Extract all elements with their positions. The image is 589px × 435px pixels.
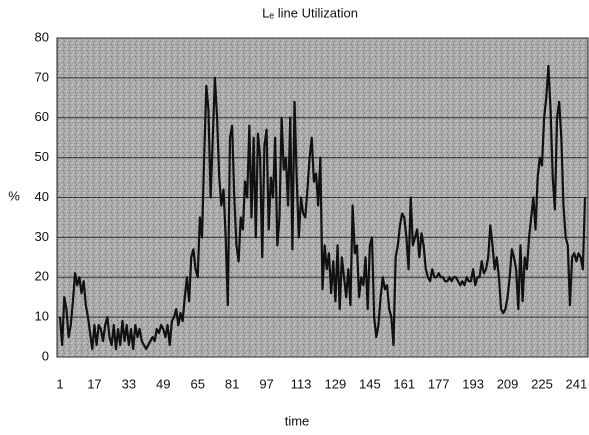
x-tick-label: 1 [56,376,63,391]
y-tick-label: 60 [35,109,49,124]
x-tick-label: 49 [156,376,170,391]
y-tick-label: 0 [42,348,49,363]
x-tick-label: 81 [225,376,239,391]
x-tick-label: 97 [259,376,273,391]
x-tick-label: 17 [87,376,101,391]
x-tick-label: 241 [566,376,588,391]
x-tick-label: 161 [393,376,415,391]
y-axis-label: % [8,188,20,203]
x-tick-label: 65 [190,376,204,391]
y-tick-label: 80 [35,29,49,44]
x-tick-label: 33 [122,376,136,391]
x-tick-label: 209 [497,376,519,391]
data-line [58,64,587,351]
y-tick-label: 20 [35,269,49,284]
x-tick-label: 129 [325,376,347,391]
x-tick-label: 193 [462,376,484,391]
y-tick-label: 70 [35,69,49,84]
x-axis-label: time [285,413,310,428]
y-tick-label: 10 [35,309,49,324]
y-tick-label: 50 [35,149,49,164]
x-tick-label: 113 [291,376,312,391]
chart-title: Lₑ line Utilization [262,5,358,20]
x-tick-label: 145 [359,376,381,391]
x-tick-label: 177 [428,376,450,391]
x-tick-label: 225 [531,376,553,391]
y-tick-label: 30 [35,229,49,244]
y-tick-label: 40 [35,189,49,204]
